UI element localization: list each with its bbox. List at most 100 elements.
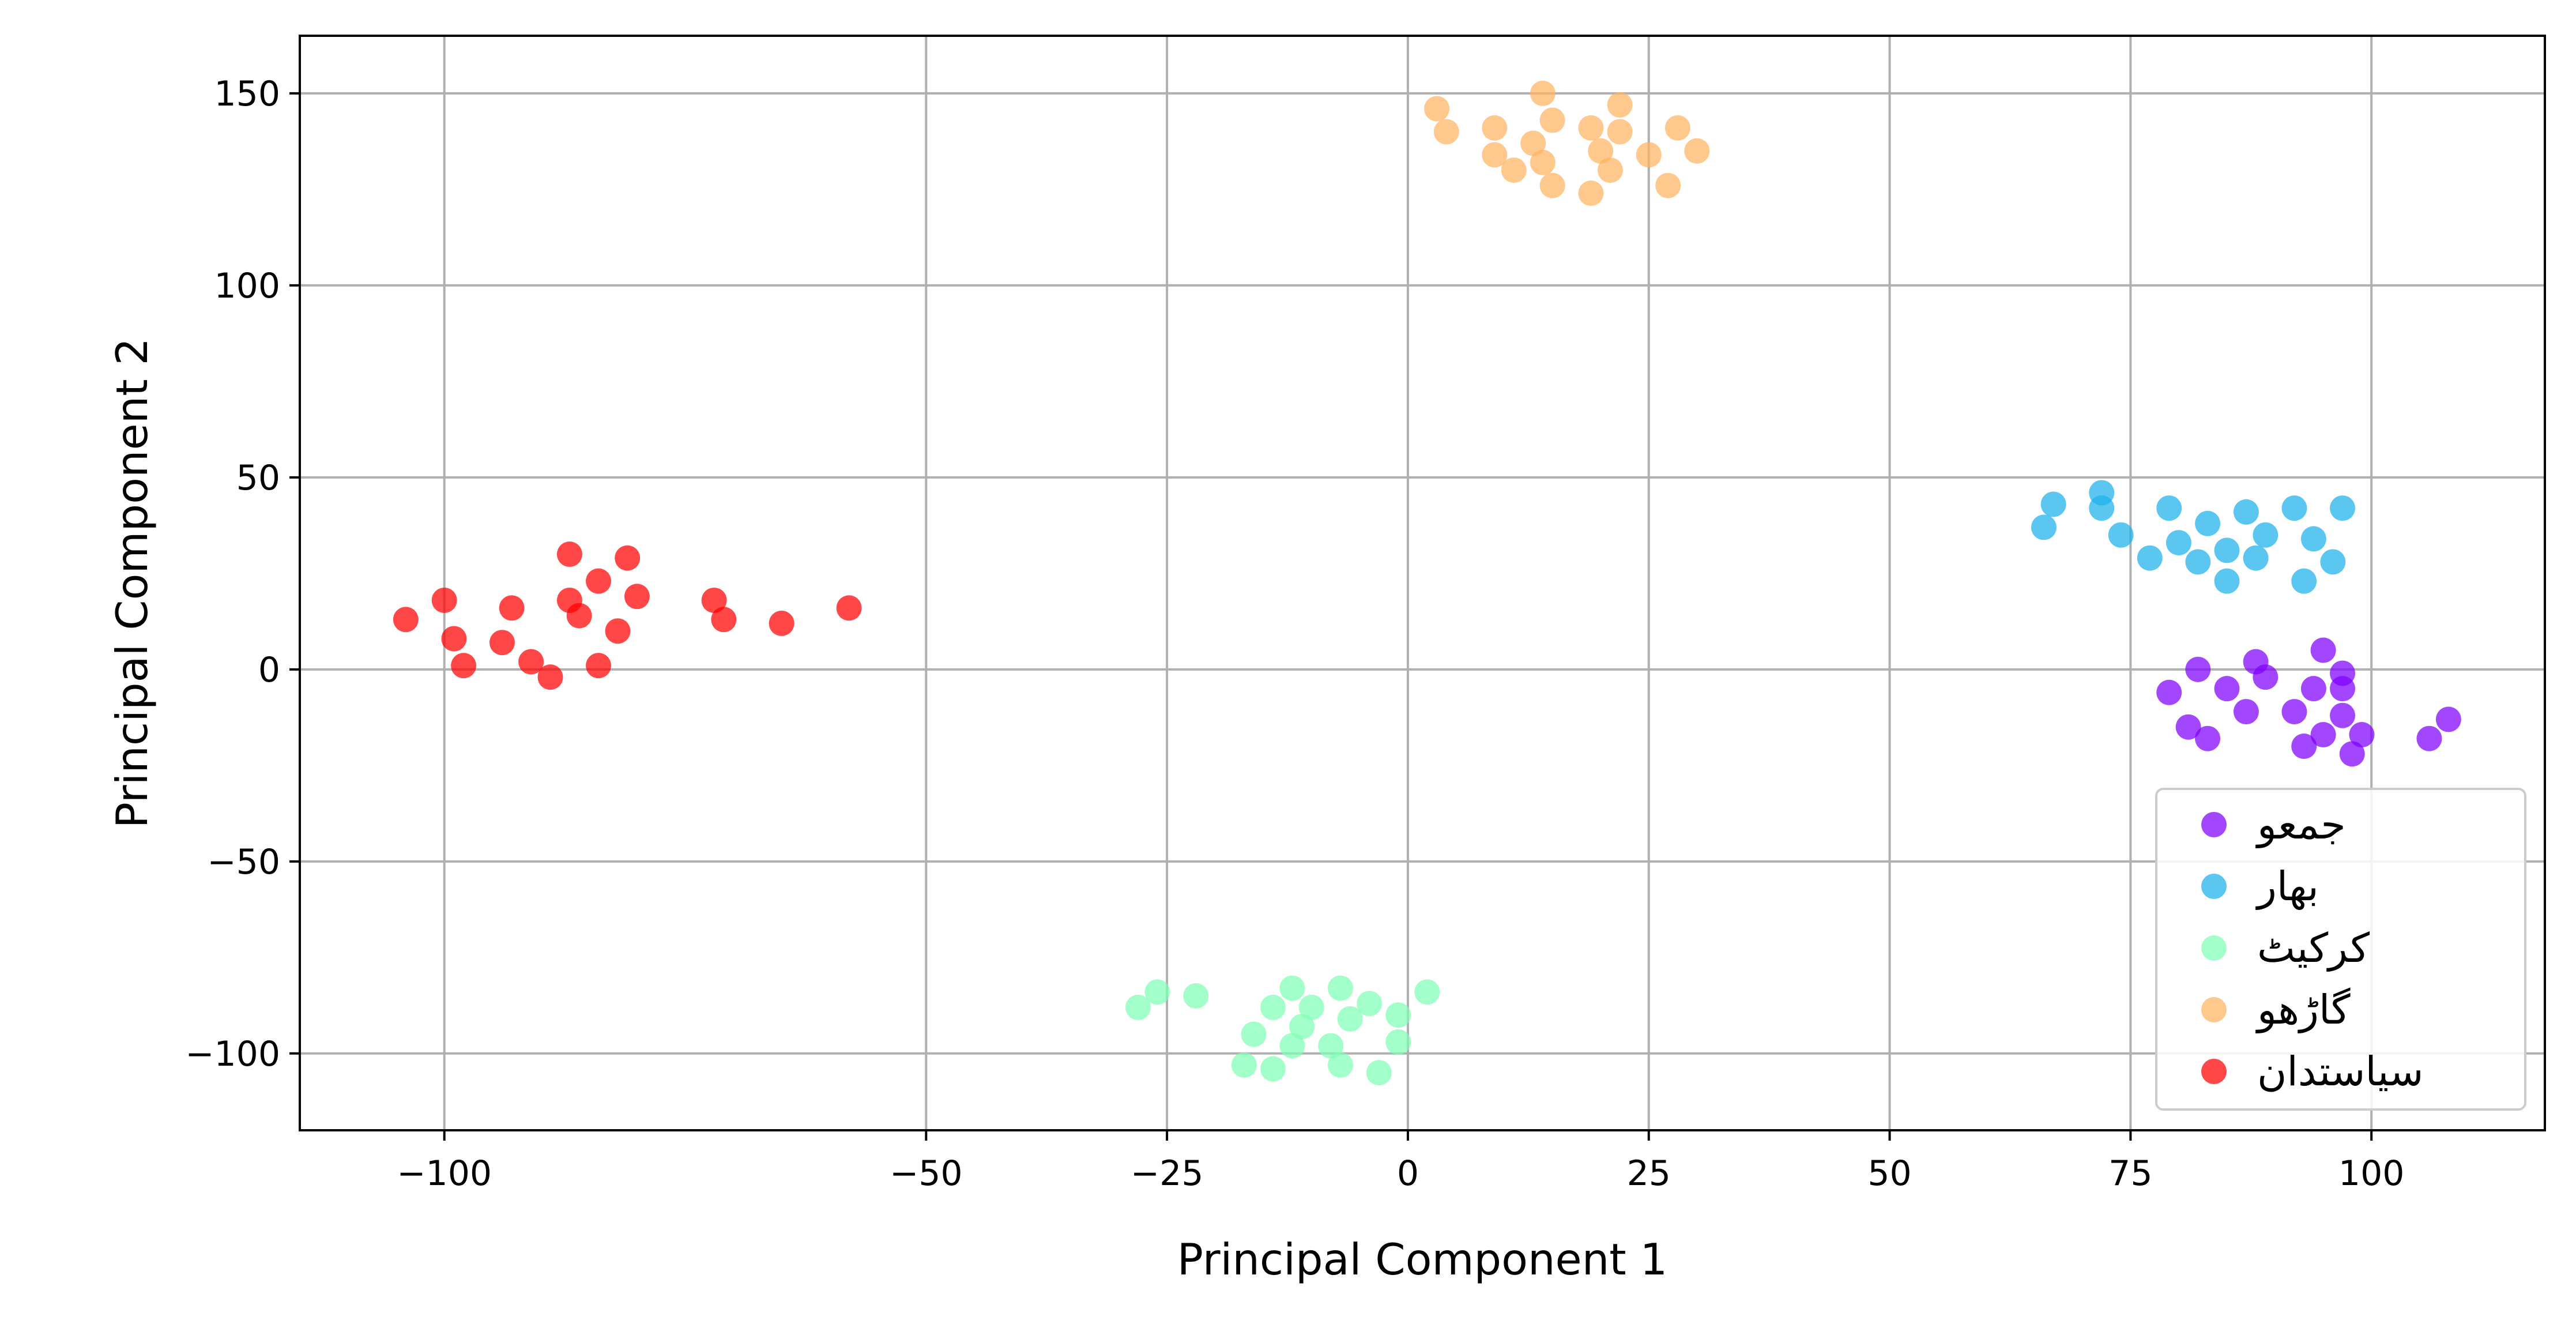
point-series-4-6 bbox=[518, 649, 544, 675]
point-series-4-11 bbox=[586, 568, 612, 594]
point-series-3-14 bbox=[1607, 119, 1633, 145]
y-tick-label-2: 50 bbox=[236, 458, 280, 498]
y-axis-label: Principal Component 2 bbox=[107, 338, 157, 828]
point-series-1-9 bbox=[2195, 510, 2221, 536]
point-series-4-13 bbox=[605, 618, 631, 644]
point-series-3-19 bbox=[1684, 138, 1710, 164]
point-series-4-14 bbox=[615, 545, 641, 571]
point-series-1-7 bbox=[2166, 530, 2191, 556]
legend-label-2: کرکيٹ bbox=[2257, 924, 2370, 972]
point-series-2-19 bbox=[1414, 979, 1440, 1005]
point-series-0-14 bbox=[2175, 714, 2201, 740]
point-series-3-11 bbox=[1578, 180, 1604, 206]
point-series-0-0 bbox=[2156, 679, 2182, 705]
point-series-2-8 bbox=[1279, 975, 1305, 1001]
point-series-1-16 bbox=[2291, 568, 2317, 594]
point-series-0-1 bbox=[2185, 656, 2211, 682]
point-series-1-1 bbox=[2040, 491, 2066, 517]
x-tick-label-7: 100 bbox=[2338, 1153, 2405, 1194]
x-axis-label: Principal Component 1 bbox=[1177, 1234, 1667, 1285]
point-series-3-7 bbox=[1530, 149, 1556, 175]
point-series-3-18 bbox=[1664, 115, 1690, 141]
point-series-0-8 bbox=[2310, 637, 2336, 663]
point-series-4-19 bbox=[836, 595, 862, 621]
point-series-1-10 bbox=[2214, 537, 2240, 563]
point-series-1-13 bbox=[2243, 545, 2269, 571]
point-series-4-12 bbox=[586, 653, 612, 679]
point-series-3-12 bbox=[1588, 138, 1614, 164]
point-series-2-18 bbox=[1385, 1002, 1411, 1028]
point-series-0-7 bbox=[2300, 676, 2326, 702]
point-series-1-14 bbox=[2253, 522, 2279, 548]
data-points bbox=[393, 80, 2461, 1086]
point-series-2-0 bbox=[1125, 994, 1151, 1020]
x-tick-label-6: 75 bbox=[2108, 1153, 2152, 1194]
legend-marker-2 bbox=[2201, 935, 2227, 961]
point-series-2-3 bbox=[1231, 1052, 1257, 1078]
point-series-0-16 bbox=[2233, 699, 2259, 725]
point-series-3-16 bbox=[1636, 142, 1662, 168]
point-series-0-15 bbox=[2195, 725, 2221, 751]
point-series-1-18 bbox=[2320, 549, 2346, 575]
point-series-3-8 bbox=[1539, 107, 1565, 133]
point-series-3-9 bbox=[1539, 172, 1565, 198]
point-series-1-5 bbox=[2137, 545, 2163, 571]
x-tick-label-4: 25 bbox=[1627, 1153, 1671, 1194]
legend-label-1: بهار bbox=[2255, 863, 2319, 910]
point-series-2-12 bbox=[1327, 1052, 1353, 1078]
point-series-4-17 bbox=[711, 607, 737, 633]
point-series-0-2 bbox=[2214, 676, 2240, 702]
point-series-1-17 bbox=[2300, 526, 2326, 552]
point-series-1-12 bbox=[2233, 499, 2259, 525]
y-tick-label-5: −100 bbox=[185, 1034, 280, 1074]
plot-area-frame bbox=[299, 35, 2546, 1131]
x-tick-label-0: −100 bbox=[397, 1153, 492, 1194]
point-series-2-16 bbox=[1366, 1060, 1392, 1086]
point-series-3-6 bbox=[1530, 80, 1556, 106]
y-tick-label-3: 0 bbox=[258, 650, 280, 690]
point-series-0-4 bbox=[2253, 664, 2279, 690]
point-series-1-8 bbox=[2185, 549, 2211, 575]
legend-label-3: گاڑهو bbox=[2255, 986, 2351, 1033]
point-series-0-11 bbox=[2330, 702, 2356, 728]
point-series-0-18 bbox=[2416, 725, 2442, 751]
point-series-3-10 bbox=[1578, 115, 1604, 141]
point-series-3-0 bbox=[1424, 96, 1450, 122]
point-series-1-6 bbox=[2156, 495, 2182, 521]
point-series-0-17 bbox=[2310, 722, 2336, 748]
point-series-0-5 bbox=[2281, 699, 2307, 725]
point-series-3-5 bbox=[1520, 130, 1546, 156]
legend: جمعو بهار کرکيٹ گاڑهو سياستدان bbox=[2155, 788, 2526, 1111]
legend-label-4: سياستدان bbox=[2257, 1048, 2423, 1095]
legend-marker-1 bbox=[2201, 874, 2227, 899]
y-tick-label-4: −50 bbox=[207, 842, 280, 882]
point-series-2-9 bbox=[1289, 1014, 1315, 1040]
point-series-2-15 bbox=[1357, 991, 1383, 1017]
point-series-2-7 bbox=[1279, 1033, 1305, 1059]
point-series-3-1 bbox=[1433, 119, 1459, 145]
point-series-2-6 bbox=[1260, 1056, 1286, 1082]
point-series-4-5 bbox=[499, 595, 525, 621]
point-series-0-13 bbox=[2349, 722, 2375, 748]
x-tick-label-1: −50 bbox=[890, 1153, 963, 1194]
axis-ticks: −100 −50 −25 0 25 50 75 100 150 100 50 0 −50 −100 bbox=[185, 74, 2404, 1194]
legend-label-0: جمعو bbox=[2255, 801, 2346, 848]
point-series-2-2 bbox=[1183, 983, 1209, 1009]
point-series-2-5 bbox=[1260, 994, 1286, 1020]
point-series-1-0 bbox=[2031, 514, 2057, 540]
point-series-3-15 bbox=[1607, 92, 1633, 118]
y-tick-label-0: 150 bbox=[214, 74, 280, 114]
point-series-4-4 bbox=[489, 630, 515, 656]
point-series-0-12 bbox=[2339, 741, 2365, 767]
legend-marker-3 bbox=[2201, 997, 2227, 1022]
point-series-3-17 bbox=[1655, 172, 1681, 198]
point-series-4-2 bbox=[441, 626, 467, 652]
legend-marker-0 bbox=[2201, 812, 2227, 837]
point-series-1-15 bbox=[2281, 495, 2307, 521]
point-series-2-13 bbox=[1327, 975, 1353, 1001]
point-series-0-19 bbox=[2435, 706, 2461, 732]
point-series-2-17 bbox=[1385, 1029, 1411, 1055]
point-series-4-16 bbox=[701, 587, 727, 613]
